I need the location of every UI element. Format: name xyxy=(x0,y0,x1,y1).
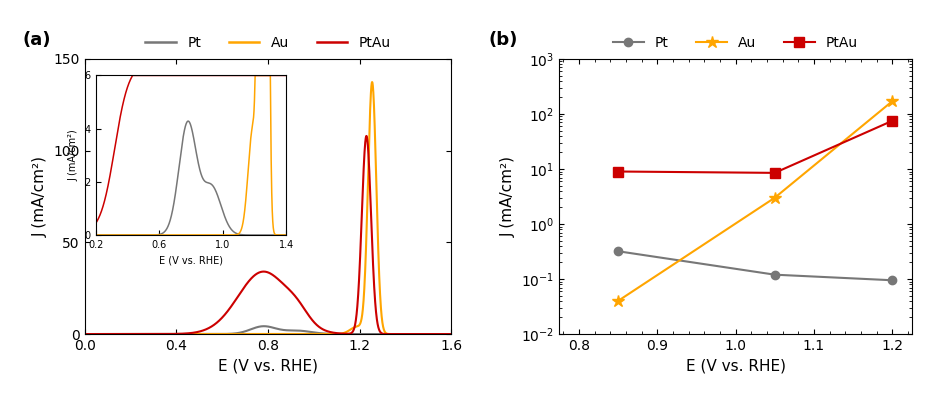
PtAu xyxy=(769,171,780,175)
Au xyxy=(446,332,457,336)
Au xyxy=(120,332,132,336)
Pt xyxy=(120,332,132,336)
PtAu xyxy=(361,134,372,138)
Au xyxy=(886,99,898,104)
Legend: Pt, Au, PtAu: Pt, Au, PtAu xyxy=(140,30,396,55)
Y-axis label: J (mA/cm²): J (mA/cm²) xyxy=(33,156,48,237)
PtAu xyxy=(235,290,246,294)
Pt xyxy=(220,332,231,336)
PtAu xyxy=(79,332,90,336)
Line: Pt: Pt xyxy=(614,247,897,285)
Line: PtAu: PtAu xyxy=(613,116,897,178)
PtAu xyxy=(446,332,457,336)
Line: Au: Au xyxy=(612,95,899,307)
PtAu xyxy=(399,332,410,336)
Au xyxy=(235,332,246,336)
X-axis label: E (V vs. RHE): E (V vs. RHE) xyxy=(685,358,786,373)
Pt xyxy=(769,272,780,277)
Au xyxy=(367,80,378,84)
Pt xyxy=(613,249,624,253)
Pt xyxy=(399,332,410,336)
Au xyxy=(220,332,231,336)
PtAu xyxy=(220,312,231,317)
Pt xyxy=(886,278,898,283)
Text: (b): (b) xyxy=(489,31,518,49)
Au xyxy=(438,332,449,336)
Au xyxy=(143,332,154,336)
Text: (a): (a) xyxy=(23,31,51,49)
Legend: Pt, Au, PtAu: Pt, Au, PtAu xyxy=(607,30,864,55)
Au xyxy=(613,299,624,303)
Pt xyxy=(79,332,90,336)
Line: Au: Au xyxy=(85,82,451,334)
Au xyxy=(769,195,780,200)
Pt xyxy=(258,324,270,329)
Pt xyxy=(446,332,457,336)
PtAu xyxy=(613,169,624,174)
PtAu xyxy=(120,332,132,336)
PtAu xyxy=(143,332,154,336)
Pt xyxy=(143,332,154,336)
X-axis label: E (V vs. RHE): E (V vs. RHE) xyxy=(218,358,318,373)
PtAu xyxy=(886,118,898,123)
Line: PtAu: PtAu xyxy=(85,136,451,334)
Pt xyxy=(235,330,246,335)
Line: Pt: Pt xyxy=(85,326,451,334)
PtAu xyxy=(438,332,449,336)
Au xyxy=(399,332,410,336)
Pt xyxy=(438,332,449,336)
Au xyxy=(79,332,90,336)
Y-axis label: J (mA/cm²): J (mA/cm²) xyxy=(501,156,516,237)
